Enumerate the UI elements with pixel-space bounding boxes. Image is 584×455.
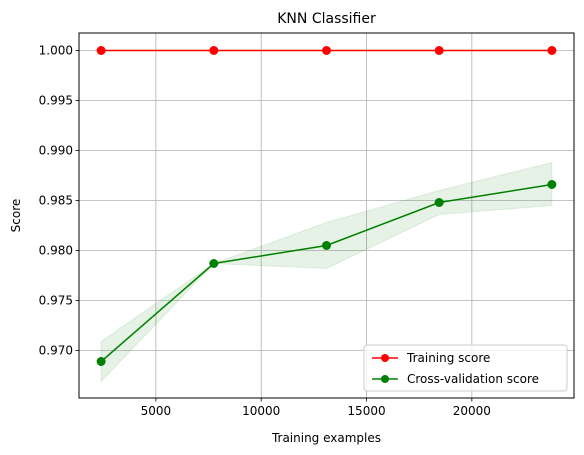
y-tick-label: 0.985	[39, 194, 73, 208]
y-tick-label: 0.970	[39, 344, 73, 358]
training-score-legend-label: Training score	[406, 351, 490, 365]
y-tick-label: 1.000	[39, 44, 73, 58]
cross-validation-score-point	[434, 198, 444, 207]
training-score-point	[434, 46, 444, 55]
x-tick-label: 5000	[141, 404, 172, 418]
training-score-point	[209, 46, 219, 55]
x-tick-label: 15000	[347, 404, 385, 418]
cross-validation-score-point	[96, 357, 106, 366]
cross-validation-score-point	[209, 259, 219, 268]
legend: Training score Cross-validation score	[363, 344, 568, 392]
cross-validation-score-point	[322, 241, 331, 250]
y-tick-label: 0.975	[39, 294, 73, 308]
y-tick-label: 0.980	[39, 244, 73, 258]
y-axis-label: Score	[9, 199, 23, 233]
legend-box	[363, 344, 568, 392]
y-tick-label: 0.995	[39, 94, 73, 108]
cross-validation-score-legend-marker	[381, 375, 389, 383]
training-score-point	[96, 46, 106, 55]
training-score-point	[322, 46, 331, 55]
x-tick-label: 20000	[453, 404, 491, 418]
chart-title: KNN Classifier	[277, 11, 376, 27]
x-tick-label: 10000	[242, 404, 280, 418]
y-tick-label: 0.990	[39, 144, 73, 158]
plot-area-frame	[78, 32, 575, 399]
series-lines	[96, 46, 557, 366]
cross-validation-score-band	[100, 161, 553, 383]
cross-validation-score-legend-label: Cross-validation score	[407, 372, 539, 386]
cross-validation-score-point	[547, 180, 557, 189]
x-axis-label: Training examples	[271, 431, 381, 445]
training-score-point	[547, 46, 557, 55]
axis-ticks: 5000 10000 15000 20000 0.970 0.975 0.980 0.985 0…	[39, 44, 491, 419]
training-score-legend-marker	[381, 354, 389, 362]
